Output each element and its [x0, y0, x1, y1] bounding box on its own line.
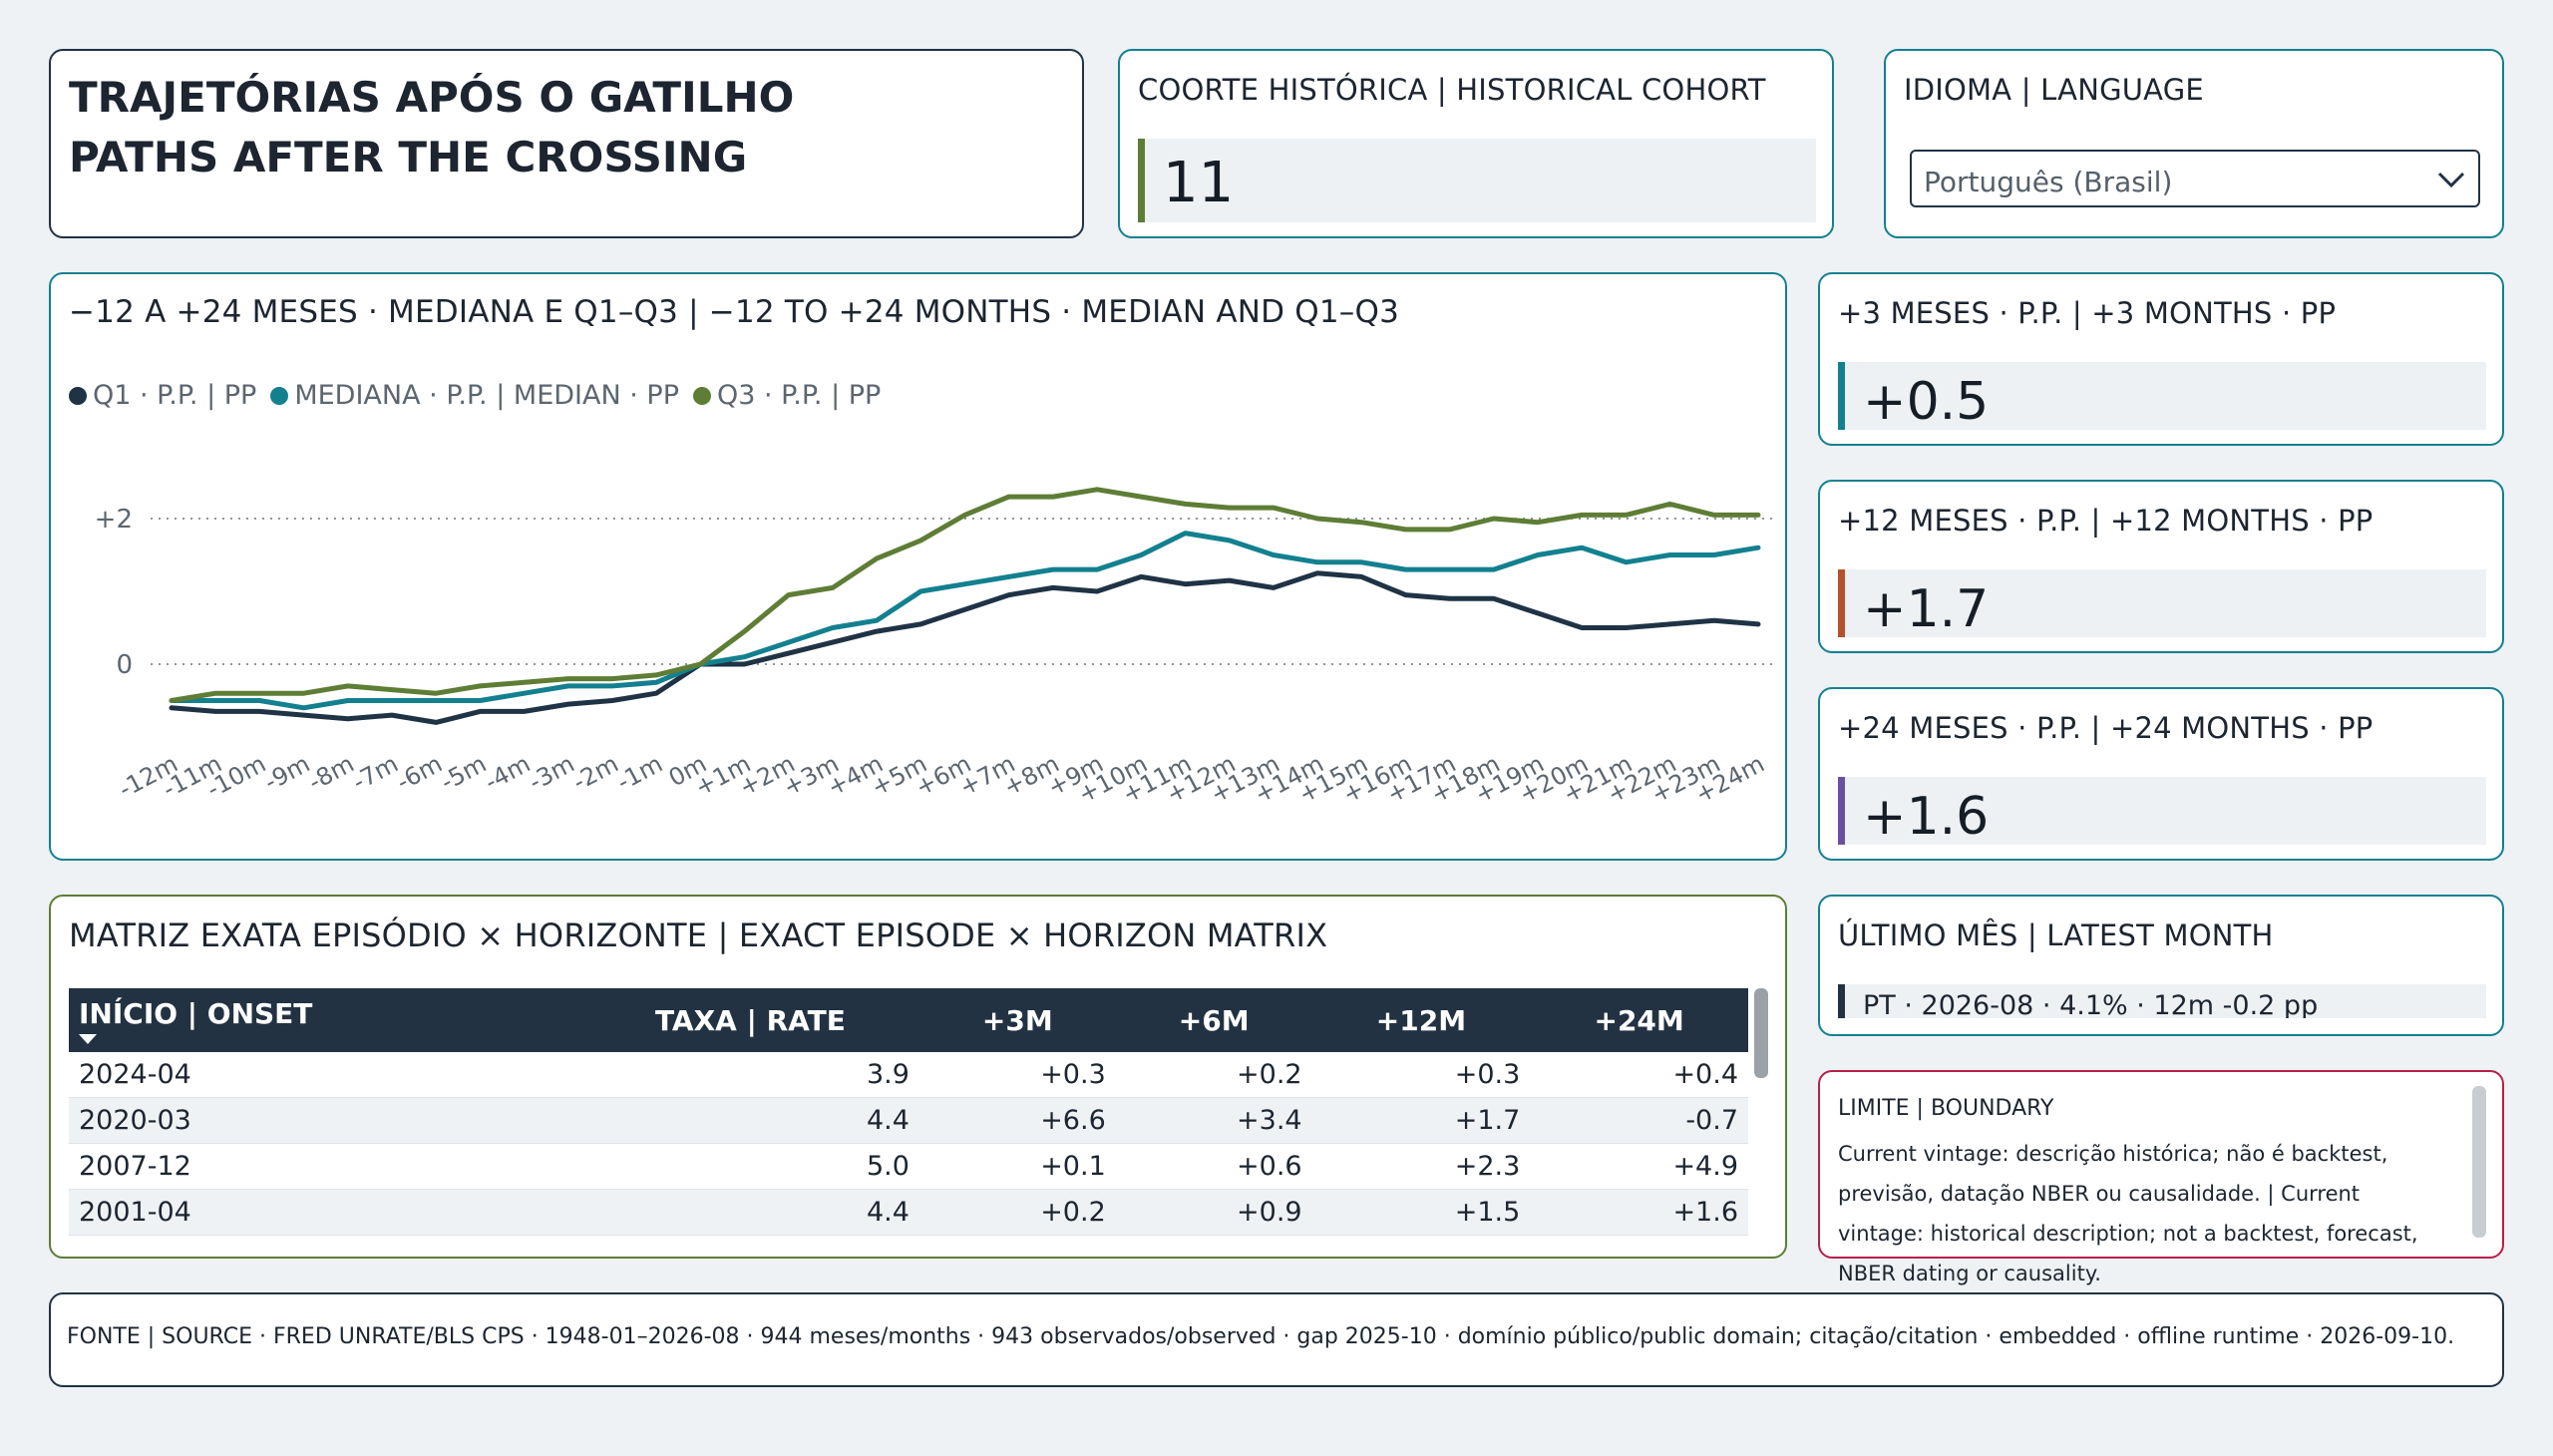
footer-card: FONTE | SOURCE · FRED UNRATE/BLS CPS · 1…: [49, 1292, 2504, 1387]
kpi-card-3m: +3 MESES · P.P. | +3 MONTHS · PP +0.5: [1818, 272, 2504, 446]
matrix-title: MATRIZ EXATA EPISÓDIO × HORIZONTE | EXAC…: [69, 916, 1328, 954]
line-chart: +20-12m-11m-10m-9m-8m-7m-6m-5m-4m-3m-2m-…: [95, 487, 1776, 809]
boundary-text: Current vintage: descrição histórica; nã…: [1838, 1142, 2418, 1285]
table-header-row: INÍCIO | ONSET TAXA | RATE +3M +6M +12M …: [69, 988, 1748, 1052]
boundary-label: LIMITE | BOUNDARY: [1838, 1096, 2054, 1121]
page-subtitle: PATHS AFTER THE CROSSING: [69, 133, 748, 182]
cell-3m: +6.6: [918, 1097, 1116, 1144]
boundary-card: LIMITE | BOUNDARY Current vintage: descr…: [1818, 1070, 2504, 1285]
cell-12m: +0.3: [1311, 1052, 1531, 1098]
legend-dot-median: [270, 386, 289, 405]
x-tick-label: -1m: [612, 750, 667, 797]
series-line-median: [169, 531, 1761, 711]
legend-label-q3: Q3 · P.P. | PP: [717, 380, 882, 411]
page-title: TRAJETÓRIAS APÓS O GATILHO: [69, 73, 795, 122]
kpi-box-3m: +0.5: [1838, 362, 2486, 432]
kpi-box-12m: +1.7: [1838, 569, 2486, 639]
cell-rate: 4.4: [580, 1097, 919, 1144]
legend-label-median: MEDIANA · P.P. | MEDIAN · PP: [294, 380, 679, 411]
latest-month-card: ÚLTIMO MÊS | LATEST MONTH PT · 2026-08 ·…: [1818, 895, 2504, 1036]
kpi-box-24m: +1.6: [1838, 777, 2486, 847]
kpi-value-12m: +1.7: [1863, 579, 1990, 639]
column-header-rate[interactable]: TAXA | RATE: [580, 988, 919, 1052]
sort-descending-icon: [79, 1033, 97, 1044]
cohort-label: COORTE HISTÓRICA | HISTORICAL COHORT: [1138, 73, 1766, 107]
cell-onset: 2024-04: [69, 1052, 581, 1098]
cell-12m: +1.5: [1311, 1189, 1531, 1236]
cell-rate: 3.9: [580, 1052, 919, 1098]
cell-3m: +0.1: [918, 1143, 1116, 1190]
matrix-card: MATRIZ EXATA EPISÓDIO × HORIZONTE | EXAC…: [49, 895, 1787, 1259]
column-header-onset-label: INÍCIO | ONSET: [79, 996, 313, 1030]
cell-onset: 2001-04: [69, 1189, 581, 1236]
cell-24m: +0.4: [1530, 1052, 1748, 1098]
cell-24m: +4.9: [1530, 1143, 1748, 1190]
latest-month-box: PT · 2026-08 · 4.1% · 12m -0.2 pp: [1838, 984, 2486, 1018]
cell-onset: 2007-12: [69, 1143, 581, 1190]
kpi-value-24m: +1.6: [1863, 787, 1990, 847]
legend-label-q1: Q1 · P.P. | PP: [93, 380, 257, 411]
cell-rate: 5.0: [580, 1143, 919, 1190]
cohort-value: 11: [1163, 151, 1235, 215]
cell-6m: +0.6: [1115, 1143, 1312, 1190]
source-footer-text: FONTE | SOURCE · FRED UNRATE/BLS CPS · 1…: [67, 1324, 2455, 1349]
latest-month-label: ÚLTIMO MÊS | LATEST MONTH: [1838, 918, 2274, 952]
column-header-12m[interactable]: +12M: [1311, 988, 1531, 1052]
cell-24m: -0.7: [1530, 1097, 1748, 1144]
column-header-24m[interactable]: +24M: [1530, 988, 1748, 1052]
language-label: IDIOMA | LANGUAGE: [1904, 73, 2204, 107]
cell-6m: +3.4: [1115, 1097, 1312, 1144]
episode-matrix-table: INÍCIO | ONSET TAXA | RATE +3M +6M +12M …: [69, 988, 1748, 1236]
column-header-6m[interactable]: +6M: [1115, 988, 1312, 1052]
table-row: 2024-04 3.9 +0.3 +0.2 +0.3 +0.4: [69, 1052, 1748, 1098]
kpi-value-3m: +0.5: [1863, 372, 1990, 432]
legend-item-q3: Q3 · P.P. | PP: [693, 380, 881, 411]
cell-rate: 4.4: [580, 1189, 919, 1236]
table-row: 2007-12 5.0 +0.1 +0.6 +2.3 +4.9: [69, 1143, 1748, 1190]
cell-3m: +0.2: [918, 1189, 1116, 1236]
legend-dot-q1: [69, 386, 87, 405]
cohort-value-box: 11: [1138, 139, 1816, 222]
kpi-label-12m: +12 MESES · P.P. | +12 MONTHS · PP: [1838, 504, 2373, 538]
cell-6m: +0.2: [1115, 1052, 1312, 1098]
kpi-label-3m: +3 MESES · P.P. | +3 MONTHS · PP: [1838, 296, 2337, 330]
language-selected-value: Português (Brasil): [1924, 166, 2173, 198]
cell-24m: +1.6: [1530, 1189, 1748, 1236]
table-row: 2020-03 4.4 +6.6 +3.4 +1.7 -0.7: [69, 1097, 1748, 1144]
legend-dot-q3: [693, 386, 711, 405]
legend-item-q1: Q1 · P.P. | PP: [69, 380, 256, 411]
cell-3m: +0.3: [918, 1052, 1116, 1098]
cell-12m: +2.3: [1311, 1143, 1531, 1190]
matrix-scrollbar[interactable]: [1754, 988, 1768, 1078]
column-header-3m[interactable]: +3M: [918, 988, 1116, 1052]
y-tick-label: +2: [95, 505, 133, 535]
title-card: TRAJETÓRIAS APÓS O GATILHO PATHS AFTER T…: [49, 49, 1084, 238]
latest-month-value: PT · 2026-08 · 4.1% · 12m -0.2 pp: [1863, 990, 2319, 1018]
chevron-down-icon: [2437, 172, 2465, 188]
kpi-card-12m: +12 MESES · P.P. | +12 MONTHS · PP +1.7: [1818, 480, 2504, 653]
series-line-q1: [169, 570, 1761, 725]
cell-12m: +1.7: [1311, 1097, 1531, 1144]
kpi-card-24m: +24 MESES · P.P. | +24 MONTHS · PP +1.6: [1818, 687, 2504, 861]
cohort-card: COORTE HISTÓRICA | HISTORICAL COHORT 11: [1118, 49, 1834, 238]
chart-title: −12 A +24 MESES · MEDIANA E Q1–Q3 | −12 …: [69, 294, 1400, 330]
chart-card: −12 A +24 MESES · MEDIANA E Q1–Q3 | −12 …: [49, 272, 1787, 861]
cell-6m: +0.9: [1115, 1189, 1312, 1236]
series-line-q3: [169, 487, 1761, 703]
legend-item-median: MEDIANA · P.P. | MEDIAN · PP: [270, 380, 679, 411]
y-tick-label: 0: [116, 650, 133, 680]
language-select[interactable]: Português (Brasil): [1910, 150, 2480, 207]
cell-onset: 2020-03: [69, 1097, 581, 1144]
kpi-label-24m: +24 MESES · P.P. | +24 MONTHS · PP: [1838, 711, 2373, 745]
column-header-onset[interactable]: INÍCIO | ONSET: [69, 988, 581, 1052]
boundary-scrollbar[interactable]: [2472, 1086, 2486, 1238]
chart-legend: Q1 · P.P. | PP MEDIANA · P.P. | MEDIAN ·…: [69, 380, 881, 411]
table-row: 2001-04 4.4 +0.2 +0.9 +1.5 +1.6: [69, 1189, 1748, 1236]
language-card: IDIOMA | LANGUAGE Português (Brasil): [1884, 49, 2504, 238]
